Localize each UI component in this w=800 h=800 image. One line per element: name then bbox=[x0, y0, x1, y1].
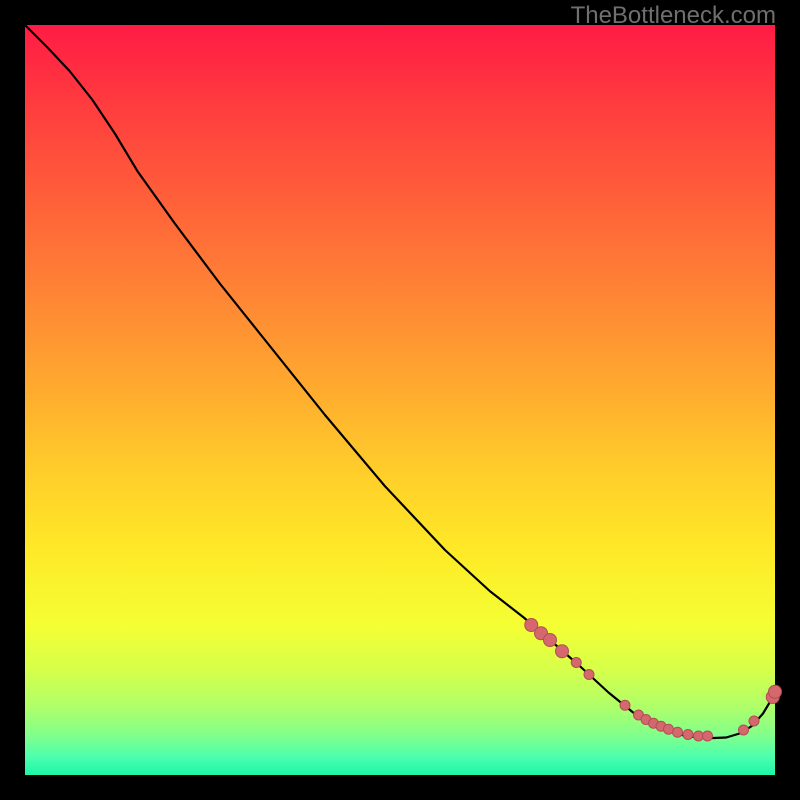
marker-dot bbox=[544, 634, 557, 647]
marker-dot bbox=[683, 730, 693, 740]
marker-dot bbox=[769, 685, 782, 698]
chart-stage: TheBottleneck.com bbox=[0, 0, 800, 800]
marker-dot bbox=[571, 658, 581, 668]
marker-dot bbox=[620, 700, 630, 710]
watermark-text: TheBottleneck.com bbox=[571, 2, 776, 30]
marker-dot bbox=[664, 724, 674, 734]
plot-background bbox=[25, 25, 775, 775]
marker-dot bbox=[584, 670, 594, 680]
marker-dot bbox=[673, 727, 683, 737]
marker-dot bbox=[739, 725, 749, 735]
bottleneck-chart bbox=[0, 0, 800, 800]
marker-dot bbox=[703, 731, 713, 741]
marker-dot bbox=[556, 645, 569, 658]
marker-dot bbox=[749, 716, 759, 726]
